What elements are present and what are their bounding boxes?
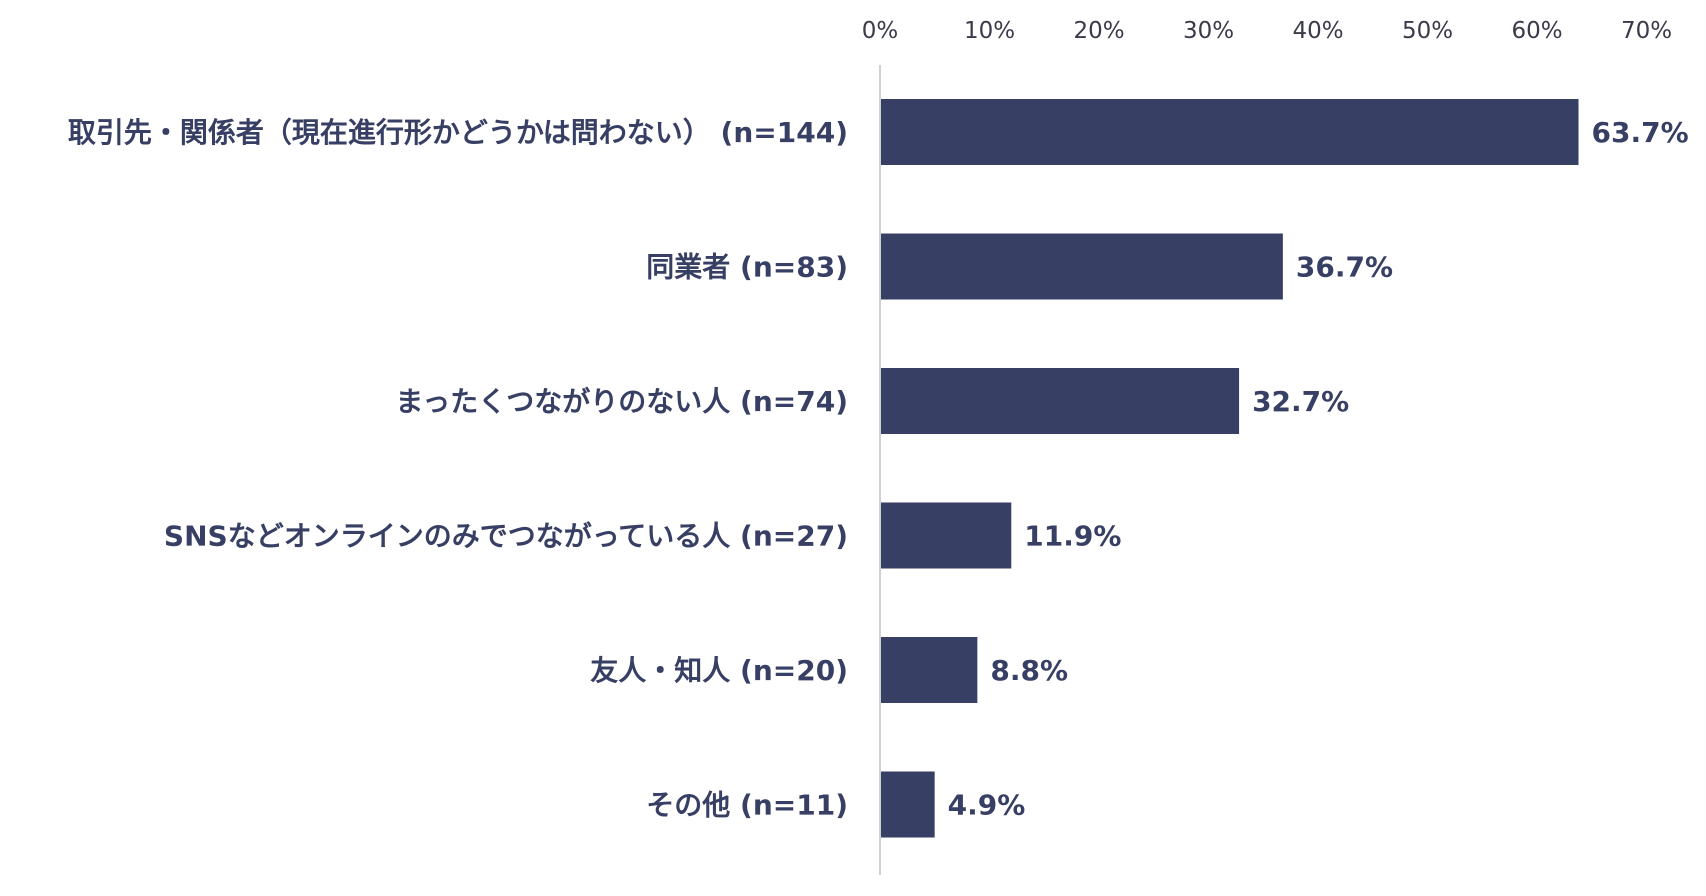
x-tick-label: 20% (1073, 18, 1124, 44)
value-label: 11.9% (1024, 520, 1121, 553)
bar (881, 771, 935, 838)
bar (881, 233, 1283, 300)
category-label: まったくつながりのない人 (n=74) (395, 385, 848, 418)
category-label: SNSなどオンラインのみでつながっている人 (n=27) (164, 520, 848, 553)
x-tick-label: 60% (1511, 18, 1562, 44)
x-tick-label: 0% (862, 18, 899, 44)
value-label: 32.7% (1252, 385, 1349, 418)
value-label: 4.9% (948, 789, 1026, 822)
category-label: 友人・知人 (n=20) (590, 654, 848, 687)
bar (881, 368, 1240, 434)
x-tick-label: 40% (1292, 18, 1343, 44)
category-label: その他 (n=11) (646, 789, 848, 822)
value-label: 63.7% (1592, 116, 1689, 149)
x-tick-label: 50% (1402, 18, 1453, 44)
x-tick-label: 10% (964, 18, 1015, 44)
category-label: 取引先・関係者（現在進行形かどうかは問わない） (n=144) (68, 116, 848, 149)
category-label: 同業者 (n=83) (646, 251, 848, 284)
bar (881, 502, 1012, 569)
x-tick-label: 30% (1183, 18, 1234, 44)
value-label: 36.7% (1296, 251, 1393, 284)
bar (881, 99, 1579, 165)
value-label: 8.8% (990, 654, 1068, 687)
x-tick-label: 70% (1621, 18, 1672, 44)
bar (881, 637, 978, 703)
